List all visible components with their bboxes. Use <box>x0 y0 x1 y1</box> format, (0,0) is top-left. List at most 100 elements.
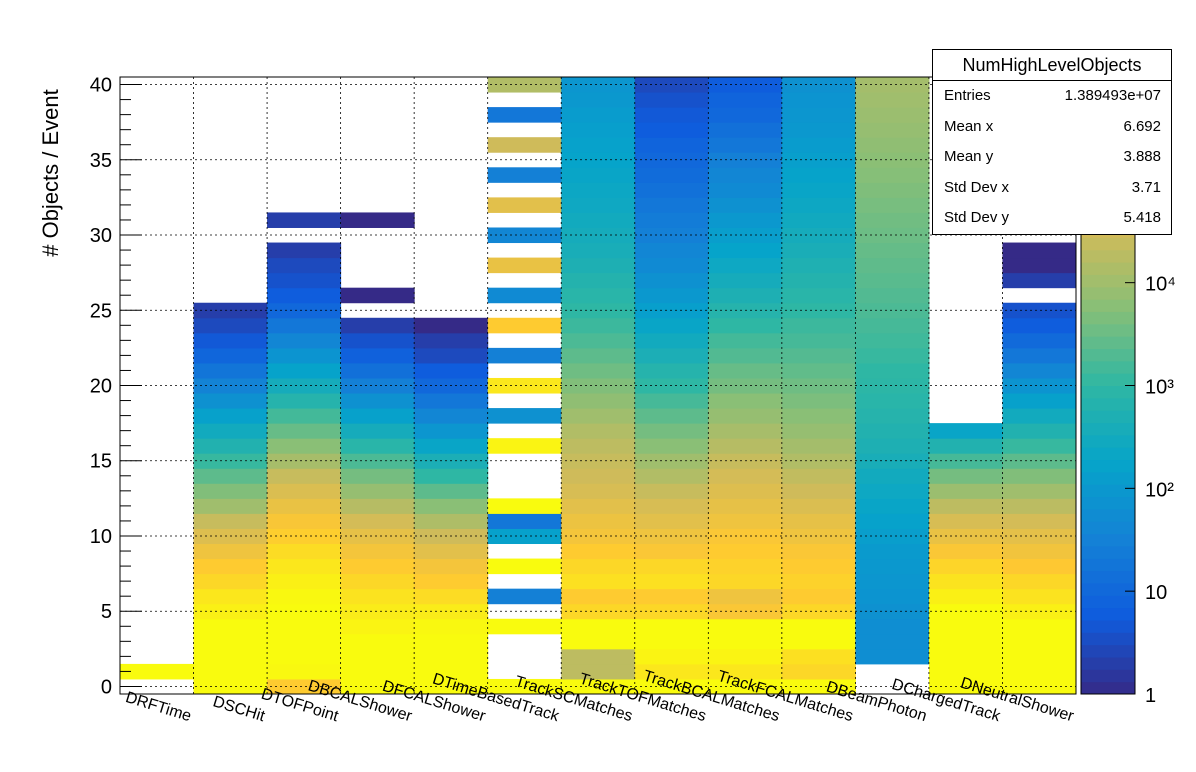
palette-swatch <box>1081 385 1135 399</box>
heatmap-cell <box>561 543 636 560</box>
heatmap-cell <box>855 152 930 168</box>
heatmap-cell <box>561 182 636 198</box>
heatmap-cell <box>928 423 1003 439</box>
heatmap-cell <box>487 77 562 93</box>
palette-tick-label: 10⁴ <box>1145 274 1176 296</box>
heatmap-cell <box>781 257 856 274</box>
heatmap-cell <box>267 423 342 439</box>
heatmap-cell <box>781 92 856 108</box>
heatmap-cell <box>855 543 930 560</box>
heatmap-cell <box>634 423 709 439</box>
heatmap-cell <box>781 648 856 665</box>
stats-box: NumHighLevelObjects Entries 1.389493e+07… <box>932 49 1172 235</box>
heatmap-cell <box>708 257 783 274</box>
heatmap-cell <box>634 633 709 650</box>
heatmap-cell <box>561 678 636 695</box>
heatmap-cell <box>414 468 489 484</box>
heatmap-cell <box>340 468 415 484</box>
heatmap-cell <box>781 633 856 650</box>
heatmap-cell <box>928 543 1003 560</box>
heatmap-cell <box>855 242 930 259</box>
heatmap-cell <box>781 603 856 620</box>
heatmap-cell <box>267 483 342 499</box>
heatmap-cell <box>634 287 709 304</box>
heatmap-cell <box>487 137 562 153</box>
heatmap-cell <box>708 483 783 499</box>
heatmap-cell <box>781 107 856 123</box>
y-tick-label: 15 <box>90 451 112 473</box>
stats-row-mean-y: Mean y 3.888 <box>933 142 1171 173</box>
stats-value: 5.418 <box>1123 209 1161 226</box>
heatmap-cell <box>267 302 342 319</box>
palette-swatch <box>1081 348 1135 362</box>
heatmap-cell <box>267 513 342 529</box>
heatmap-cell <box>708 588 783 605</box>
heatmap-cell <box>487 528 562 545</box>
palette-swatch <box>1081 471 1135 485</box>
heatmap-cell <box>414 543 489 560</box>
heatmap-cell <box>561 648 636 665</box>
heatmap-cell <box>781 137 856 153</box>
heatmap-cell <box>561 287 636 304</box>
heatmap-cell <box>340 453 415 469</box>
heatmap-cell <box>414 618 489 635</box>
heatmap-cell <box>708 182 783 198</box>
heatmap-cell <box>708 92 783 108</box>
heatmap-cell <box>267 257 342 274</box>
stats-value: 1.389493e+07 <box>1064 87 1161 104</box>
heatmap-cell <box>267 242 342 259</box>
heatmap-cell <box>928 573 1003 590</box>
heatmap-cell <box>708 573 783 590</box>
heatmap-cell <box>561 272 636 289</box>
stats-label: Std Dev y <box>944 209 1010 226</box>
heatmap-cell <box>267 618 342 635</box>
palette-swatch <box>1081 422 1135 436</box>
heatmap-cell <box>708 362 783 379</box>
heatmap-cell <box>340 603 415 620</box>
heatmap-cell <box>561 483 636 499</box>
heatmap-cell <box>781 77 856 93</box>
heatmap-cell <box>267 468 342 484</box>
heatmap-cell <box>708 618 783 635</box>
heatmap-cell <box>267 603 342 620</box>
heatmap-cell <box>193 347 268 364</box>
heatmap-cell <box>634 498 709 514</box>
heatmap-cell <box>1002 362 1077 379</box>
heatmap-cell <box>1002 302 1077 319</box>
heatmap-cell <box>634 347 709 364</box>
heatmap-cell <box>634 393 709 409</box>
heatmap-cell <box>1002 558 1077 575</box>
heatmap-cell <box>781 332 856 349</box>
heatmap-cell <box>414 648 489 665</box>
heatmap-cell <box>781 287 856 304</box>
heatmap-cell <box>340 423 415 439</box>
heatmap-cell <box>781 528 856 545</box>
heatmap-cell <box>1002 332 1077 349</box>
heatmap-cell <box>634 137 709 153</box>
heatmap-cell <box>781 438 856 454</box>
heatmap-cell <box>193 317 268 334</box>
heatmap-cell <box>1002 257 1077 274</box>
heatmap-cell <box>928 618 1003 635</box>
heatmap-cell <box>855 77 930 93</box>
heatmap-cell <box>193 663 268 680</box>
heatmap-cell <box>487 618 562 635</box>
heatmap-cell <box>561 92 636 108</box>
heatmap-cell <box>781 242 856 259</box>
heatmap-cell <box>634 468 709 484</box>
heatmap-cell <box>1002 528 1077 545</box>
heatmap-cell <box>193 483 268 499</box>
heatmap-cell <box>1002 347 1077 364</box>
y-axis-title: # Objects / Event <box>38 89 63 257</box>
stats-row-std-dev-x: Std Dev x 3.71 <box>933 173 1171 204</box>
heatmap-cell <box>487 257 562 274</box>
heatmap-cell <box>1002 317 1077 334</box>
heatmap-cell <box>561 152 636 168</box>
heatmap-cell <box>267 212 342 228</box>
palette-swatch <box>1081 521 1135 535</box>
heatmap-cell <box>561 498 636 514</box>
heatmap-cell <box>267 663 342 680</box>
palette-swatch <box>1081 459 1135 473</box>
heatmap-cell <box>561 588 636 605</box>
heatmap-cell <box>855 498 930 514</box>
